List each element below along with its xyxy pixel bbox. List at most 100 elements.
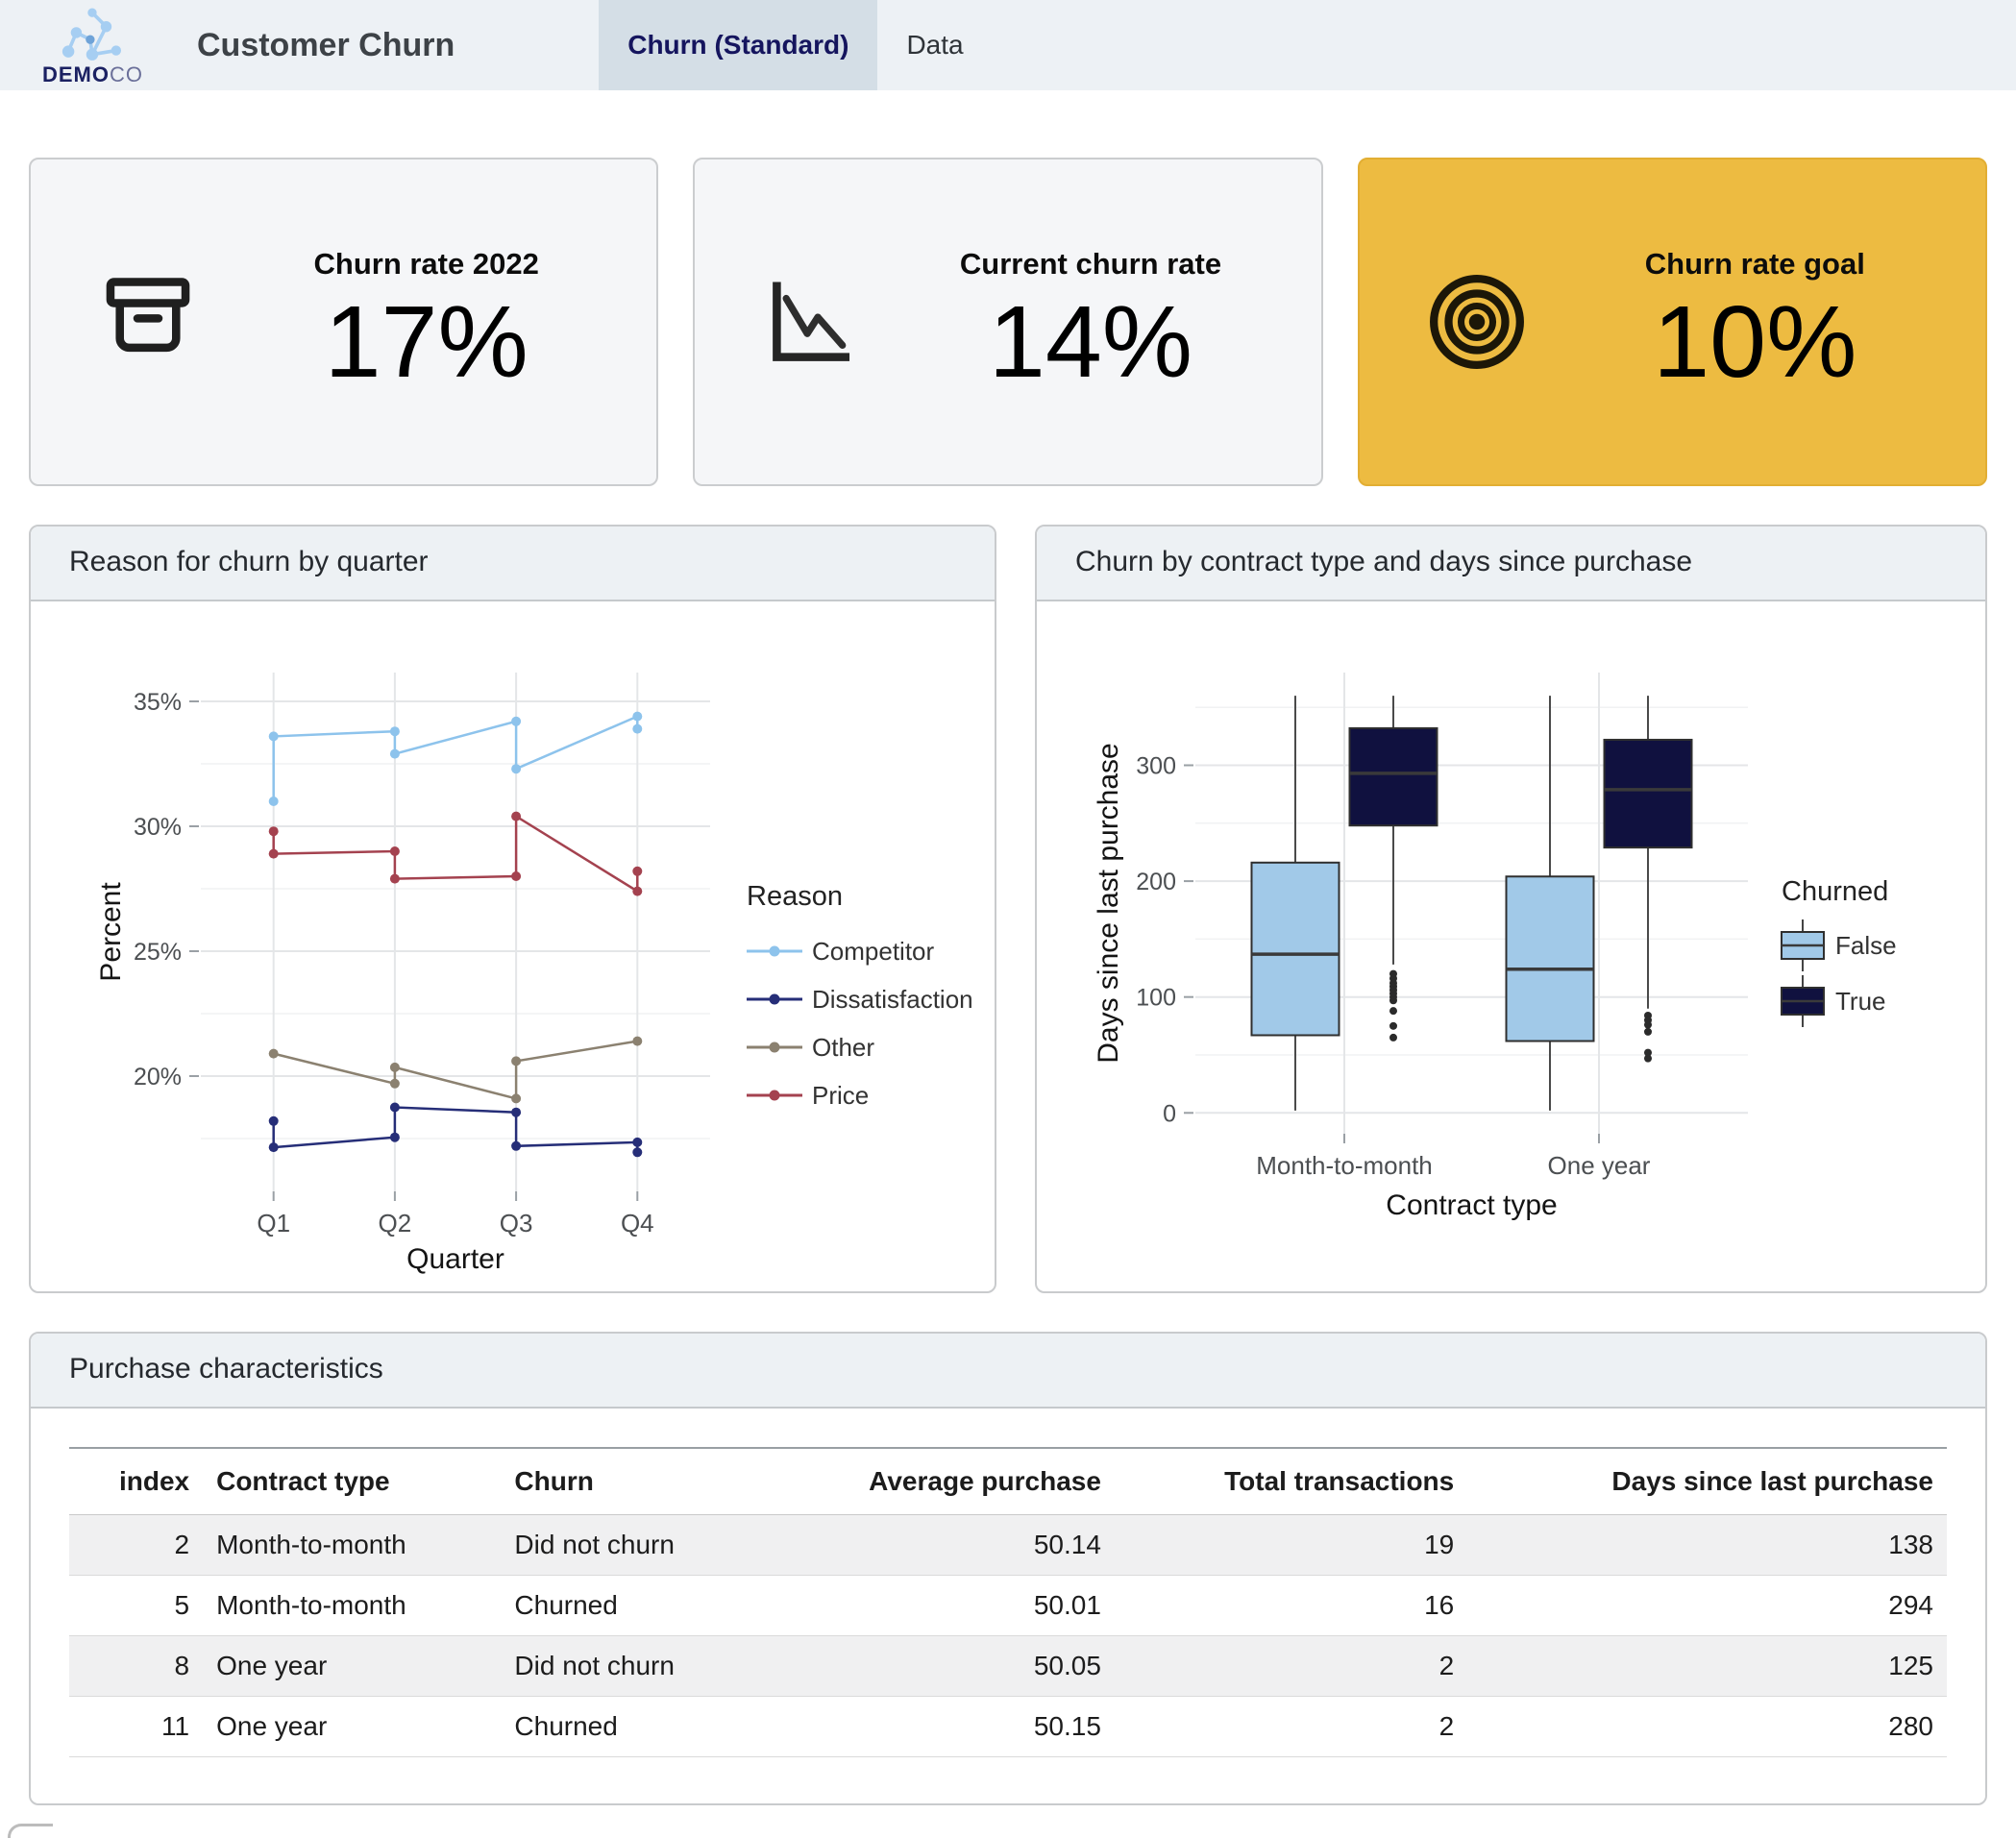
kpi-text: Current churn rate 14% bbox=[889, 247, 1291, 396]
table-cell: Churned bbox=[514, 1711, 618, 1741]
x-tick-label: Q4 bbox=[620, 1209, 653, 1238]
panel-churn-by-contract-type: Churn by contract type and days since pu… bbox=[1035, 525, 1987, 1293]
table-cell: 125 bbox=[1888, 1651, 1933, 1680]
y-tick-label: 300 bbox=[1136, 752, 1176, 779]
panel-body: 0 100 200 300 Month-to-month One year Days sin… bbox=[1037, 601, 1985, 1278]
data-point bbox=[510, 811, 521, 821]
brand-wordmark: DEMOCO bbox=[42, 64, 143, 86]
series-line-price bbox=[271, 814, 639, 894]
brand-light: CO bbox=[110, 62, 143, 86]
table-cell: 280 bbox=[1888, 1711, 1933, 1741]
data-point bbox=[631, 711, 642, 722]
outlier-point bbox=[1389, 996, 1397, 1005]
x-tick-label: Q1 bbox=[257, 1209, 290, 1238]
tab-bar: Churn (Standard) Data bbox=[599, 0, 992, 90]
data-point bbox=[631, 1036, 642, 1046]
purchase-characteristics-table: index Contract type Churn Average purchase T… bbox=[69, 1447, 1947, 1757]
data-point bbox=[631, 866, 642, 876]
y-tick-label: 35% bbox=[133, 689, 181, 716]
box-true-one-year bbox=[1603, 738, 1693, 849]
x-tick-label: Month-to-month bbox=[1256, 1151, 1433, 1180]
table-cell: 138 bbox=[1888, 1530, 1933, 1559]
partial-card-edge bbox=[8, 1824, 53, 1838]
y-tick-label: 100 bbox=[1136, 985, 1176, 1012]
table-cell: Month-to-month bbox=[216, 1530, 406, 1559]
table-cell: 294 bbox=[1888, 1590, 1933, 1620]
table-cell: 19 bbox=[1424, 1530, 1455, 1559]
table-cell: 50.01 bbox=[1033, 1590, 1101, 1620]
data-point bbox=[389, 846, 400, 856]
outlier-point bbox=[1389, 1021, 1397, 1030]
kpi-title: Churn rate goal bbox=[1644, 247, 1865, 282]
purchase-characteristics-card: Purchase characteristics index Contract t… bbox=[29, 1332, 1987, 1805]
series-line-competitor bbox=[271, 714, 639, 801]
top-bar: DEMOCO Customer Churn Churn (Standard) D… bbox=[0, 0, 2016, 90]
data-point bbox=[631, 1147, 642, 1158]
box-false-month-to-month bbox=[1250, 861, 1340, 1037]
table-cell: 50.14 bbox=[1033, 1530, 1101, 1559]
legend-marker bbox=[769, 1090, 779, 1101]
x-axis-title: Quarter bbox=[406, 1243, 504, 1275]
kpi-value: 14% bbox=[988, 285, 1193, 400]
kpi-card-current-churn-rate: Current churn rate 14% bbox=[693, 158, 1323, 486]
column-header: Days since last purchase bbox=[1467, 1447, 1947, 1515]
panel-title: Reason for churn by quarter bbox=[31, 527, 995, 601]
data-point bbox=[389, 1062, 400, 1072]
kpi-value: 10% bbox=[1653, 285, 1857, 400]
legend-label: Price bbox=[812, 1081, 869, 1110]
y-tick-label: 25% bbox=[133, 939, 181, 966]
outlier-point bbox=[1644, 1054, 1652, 1063]
outlier-point bbox=[1644, 1020, 1652, 1029]
legend-title: Churned bbox=[1782, 876, 1888, 907]
legend-label: Competitor bbox=[812, 937, 934, 966]
declining-line-chart-icon bbox=[735, 263, 889, 380]
table-cell: 50.15 bbox=[1033, 1711, 1101, 1741]
kpi-row: Churn rate 2022 17% Current churn rate 1… bbox=[29, 158, 1987, 486]
table-cell: 5 bbox=[174, 1590, 190, 1620]
table-row: 8 One year Did not churn 50.05 2 125 bbox=[69, 1635, 1947, 1697]
legend-marker bbox=[769, 993, 779, 1005]
box-true-month-to-month bbox=[1348, 726, 1438, 827]
table-row: 2 Month-to-month Did not churn 50.14 19 138 bbox=[69, 1514, 1947, 1576]
data-point bbox=[510, 871, 521, 881]
legend-label: Dissatisfaction bbox=[812, 985, 973, 1014]
outlier-point bbox=[1644, 1048, 1652, 1057]
column-header: Contract type bbox=[203, 1447, 502, 1515]
legend-title: Reason bbox=[747, 881, 843, 912]
data-point bbox=[389, 1078, 400, 1089]
data-point bbox=[510, 1140, 521, 1151]
outlier-point bbox=[1389, 1033, 1397, 1042]
molecule-network-icon bbox=[61, 8, 121, 61]
box-false-one-year bbox=[1505, 875, 1595, 1042]
y-tick-label: 20% bbox=[133, 1064, 181, 1091]
kpi-title: Current churn rate bbox=[959, 247, 1222, 282]
tab-churn-standard[interactable]: Churn (Standard) bbox=[599, 0, 878, 90]
legend-marker bbox=[769, 1042, 779, 1053]
y-tick-label: 30% bbox=[133, 814, 181, 841]
table-cell: Month-to-month bbox=[216, 1590, 406, 1620]
kpi-title: Churn rate 2022 bbox=[313, 247, 539, 282]
charts-row: Reason for churn by quarter 20% 25% 30% 35%… bbox=[29, 525, 1987, 1293]
panel-title: Churn by contract type and days since pu… bbox=[1037, 527, 1985, 601]
y-axis-title: Percent bbox=[95, 882, 127, 982]
table-cell: 11 bbox=[161, 1711, 190, 1741]
table-cell: 8 bbox=[174, 1651, 190, 1680]
x-axis-title: Contract type bbox=[1386, 1189, 1557, 1221]
x-tick-label: Q3 bbox=[499, 1209, 532, 1238]
y-axis-title: Days since last purchase bbox=[1093, 743, 1124, 1064]
table-cell: Churned bbox=[514, 1590, 618, 1620]
archive-box-icon bbox=[71, 263, 225, 380]
table-cell: 50.05 bbox=[1033, 1651, 1101, 1680]
data-point bbox=[268, 731, 279, 742]
legend-label: Other bbox=[812, 1033, 874, 1062]
series-line-dissatisfaction bbox=[271, 1106, 639, 1153]
column-header: Total transactions bbox=[1114, 1447, 1468, 1515]
column-header: Churn bbox=[501, 1447, 758, 1515]
table-cell: 2 bbox=[174, 1530, 190, 1559]
tab-data[interactable]: Data bbox=[906, 30, 964, 60]
data-point bbox=[268, 1142, 279, 1153]
data-point bbox=[510, 1107, 521, 1117]
data-point bbox=[631, 1137, 642, 1147]
kpi-card-churn-rate-goal: Churn rate goal 10% bbox=[1357, 158, 1987, 486]
table-cell: Did not churn bbox=[514, 1651, 675, 1680]
